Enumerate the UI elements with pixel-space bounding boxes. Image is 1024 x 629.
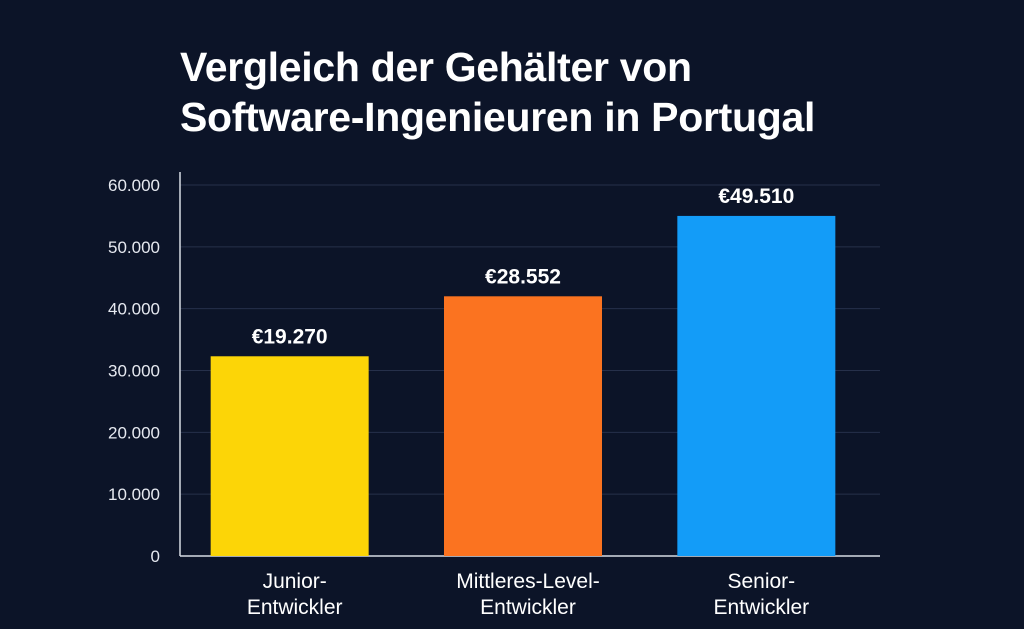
bar-value-label: €49.510	[718, 185, 794, 208]
bar-value-label: €28.552	[485, 265, 561, 288]
y-tick-label: 0	[151, 547, 160, 566]
y-axis-ticks: 0 10.000 20.000 30.000 40.000 50.000 60.000	[108, 176, 160, 566]
bar	[210, 356, 369, 556]
chart-title: Vergleich der Gehälter von Software-Inge…	[180, 42, 1000, 142]
category-label: Entwickler	[713, 596, 809, 619]
chart-title-line-2: Software-Ingenieuren in Portugal	[180, 94, 816, 140]
y-tick-label: 60.000	[108, 176, 160, 195]
bar-value-label: €19.270	[252, 325, 328, 348]
y-tick-label: 50.000	[108, 238, 160, 257]
y-tick-label: 30.000	[108, 362, 160, 381]
bar	[677, 215, 836, 556]
y-tick-label: 40.000	[108, 300, 160, 319]
data-labels: €19.270 €28.552 €49.510	[252, 185, 795, 348]
y-tick-label: 10.000	[108, 485, 160, 504]
category-label: Senior-	[727, 570, 795, 593]
category-label: Mittleres-Level-	[456, 570, 600, 593]
bars	[210, 215, 836, 556]
chart-title-line-1: Vergleich der Gehälter von	[180, 44, 692, 90]
category-label: Entwickler	[480, 596, 576, 619]
bar	[444, 296, 602, 556]
x-axis-categories: Junior- Entwickler Mittleres-Level- Entwick…	[247, 570, 809, 619]
category-label: Entwickler	[247, 596, 343, 619]
y-tick-label: 20.000	[108, 423, 160, 442]
category-label: Junior-	[263, 570, 327, 593]
